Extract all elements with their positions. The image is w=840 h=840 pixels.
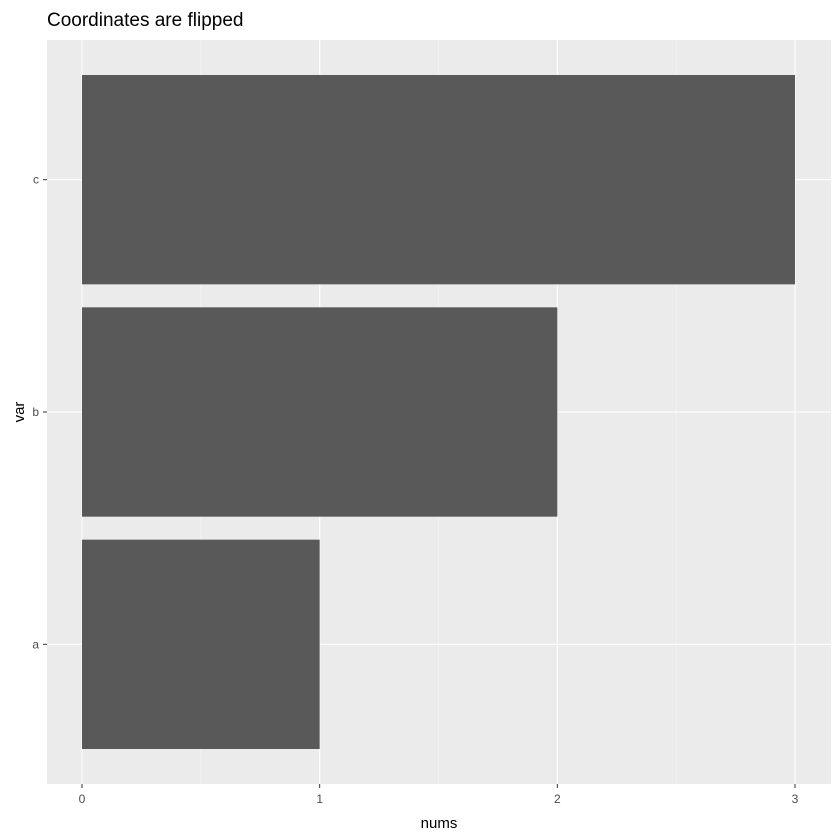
bar-a <box>82 539 320 749</box>
x-tick-label: 2 <box>554 792 561 806</box>
x-tick-label: 0 <box>79 792 86 806</box>
y-tick-label: c <box>33 173 39 187</box>
bar-c <box>82 75 795 285</box>
y-tick-label: b <box>32 405 39 419</box>
bars <box>82 75 795 749</box>
y-axis: a b c <box>32 173 47 651</box>
y-tick-label: a <box>32 637 39 651</box>
x-tick-label: 1 <box>316 792 323 806</box>
x-tick-label: 3 <box>792 792 799 806</box>
chart-title: Coordinates are flipped <box>47 10 243 31</box>
bar-b <box>82 307 558 517</box>
x-axis-title: nums <box>421 815 458 832</box>
y-axis-title: var <box>11 402 28 423</box>
x-axis: 0 1 2 3 <box>79 784 799 806</box>
